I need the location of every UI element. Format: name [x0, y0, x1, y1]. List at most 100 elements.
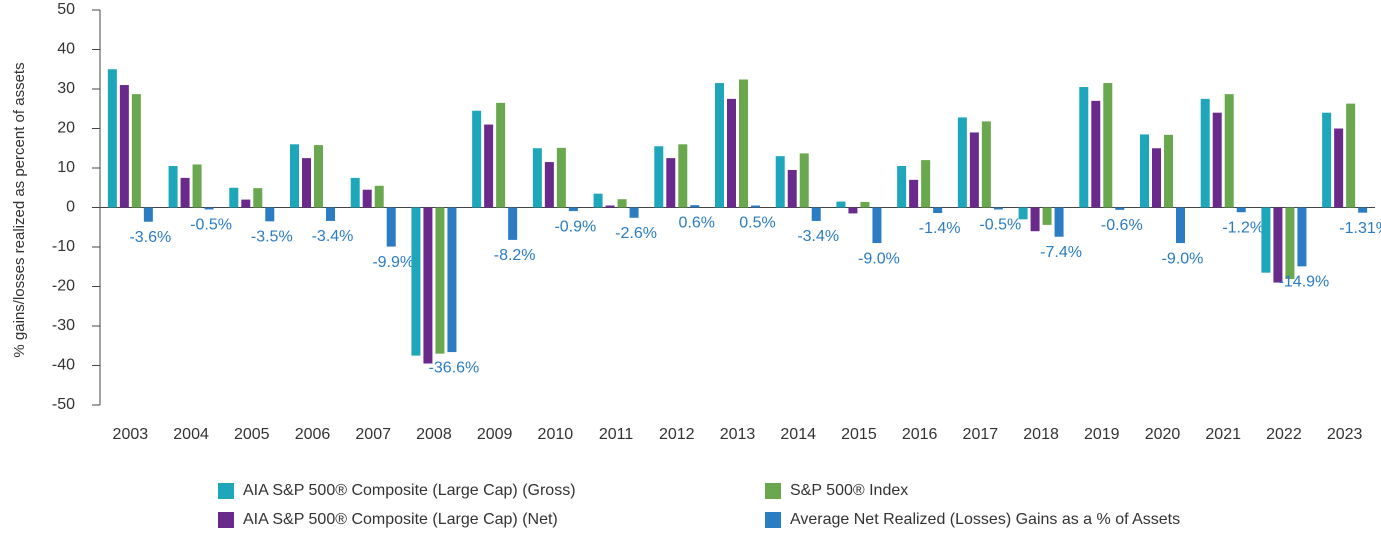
x-tick-label: 2017 — [963, 426, 999, 443]
bar — [739, 79, 748, 208]
bar — [969, 132, 979, 208]
data-label: -0.6% — [1101, 217, 1143, 234]
bar — [411, 207, 421, 356]
x-tick-label: 2019 — [1084, 426, 1120, 443]
bar — [1103, 83, 1113, 208]
data-label: -3.4% — [312, 228, 354, 245]
data-label: -1.4% — [919, 220, 961, 237]
bar — [787, 169, 797, 208]
bar — [1115, 207, 1125, 210]
bar — [727, 98, 736, 208]
bar — [423, 207, 433, 364]
bar — [1054, 207, 1064, 237]
bar — [326, 207, 335, 221]
x-tick-label: 2020 — [1145, 426, 1181, 443]
x-tick-label: 2004 — [173, 426, 209, 443]
bar — [909, 179, 919, 208]
bar — [715, 83, 724, 208]
y-tick-label: 10 — [57, 159, 75, 176]
bar — [544, 162, 554, 208]
y-tick-label: -20 — [52, 278, 75, 295]
bar — [484, 124, 494, 208]
legend-label: AIA S&P 500® Composite (Large Cap) (Net) — [243, 511, 558, 528]
bar — [593, 193, 603, 208]
bar — [568, 207, 578, 212]
bar — [751, 205, 760, 208]
bar — [933, 207, 943, 214]
data-label: -0.5% — [190, 217, 232, 234]
data-label: -3.4% — [797, 228, 839, 245]
bar — [472, 110, 482, 208]
bar — [666, 158, 676, 208]
data-label: -8.2% — [494, 247, 536, 264]
bar — [1322, 112, 1332, 208]
bar — [1200, 98, 1210, 208]
x-tick-label: 2009 — [477, 426, 513, 443]
bar — [897, 166, 907, 208]
x-tick-label: 2013 — [720, 426, 756, 443]
bar — [204, 207, 214, 210]
bar — [556, 147, 566, 208]
data-label: -0.5% — [979, 217, 1021, 234]
bar — [872, 207, 882, 244]
x-tick-label: 2007 — [355, 426, 391, 443]
bar — [860, 201, 870, 208]
bar — [435, 207, 445, 354]
bar — [1297, 207, 1307, 267]
bar — [1273, 207, 1283, 283]
bar — [290, 144, 299, 208]
y-tick-label: 0 — [66, 199, 75, 216]
data-label: -9.9% — [372, 254, 414, 271]
bar — [848, 207, 858, 214]
y-tick-label: 50 — [57, 1, 75, 18]
bar — [374, 185, 384, 208]
data-label: -3.5% — [251, 229, 293, 246]
bar — [1140, 134, 1149, 208]
bar — [229, 187, 239, 208]
y-axis-title: % gains/losses realized as percent of as… — [11, 62, 28, 357]
bar — [981, 121, 991, 208]
data-label: -0.9% — [554, 218, 596, 235]
data-label: -1.2% — [1222, 219, 1264, 236]
data-label: -7.4% — [1040, 244, 1082, 261]
x-tick-label: 2021 — [1205, 426, 1241, 443]
bar — [690, 205, 700, 208]
bar — [131, 94, 141, 208]
bar — [386, 207, 396, 247]
data-label: -1.31% — [1339, 220, 1381, 237]
y-tick-label: -40 — [52, 357, 75, 374]
bar — [1164, 134, 1173, 208]
bar — [119, 85, 129, 208]
data-label: -9.0% — [1162, 250, 1204, 267]
y-tick-label: 20 — [57, 120, 75, 137]
bar — [1212, 112, 1222, 208]
bar — [617, 199, 627, 208]
bar — [678, 144, 688, 208]
bar — [1176, 207, 1185, 244]
x-tick-label: 2011 — [599, 426, 634, 443]
bar — [1261, 207, 1271, 273]
data-label: -14.9% — [1279, 274, 1330, 291]
bar — [775, 156, 785, 208]
bar — [447, 207, 457, 353]
bar — [1042, 207, 1052, 225]
x-tick-label: 2022 — [1266, 426, 1302, 443]
bar — [362, 189, 372, 208]
bar — [811, 207, 821, 221]
bar — [993, 207, 1003, 210]
legend-label: Average Net Realized (Losses) Gains as a… — [790, 511, 1180, 528]
bar — [799, 153, 809, 208]
x-tick-label: 2003 — [113, 426, 149, 443]
data-label: -36.6% — [429, 359, 480, 376]
legend-swatch — [218, 483, 234, 499]
bar — [180, 177, 190, 208]
x-tick-label: 2015 — [841, 426, 877, 443]
bar — [629, 207, 639, 218]
bar — [314, 145, 323, 208]
bar — [302, 158, 311, 208]
x-tick-label: 2018 — [1023, 426, 1059, 443]
bar — [1152, 148, 1161, 208]
bar — [1358, 207, 1368, 213]
bar — [1334, 128, 1344, 208]
bar — [1018, 207, 1028, 220]
